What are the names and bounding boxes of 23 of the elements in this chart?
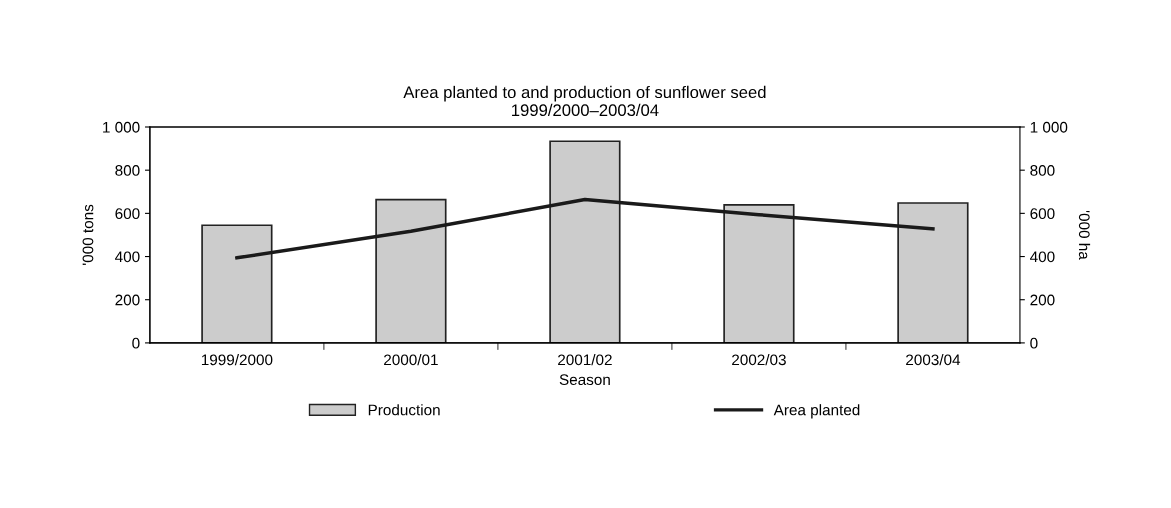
x-tick-label: 2003/04: [906, 354, 961, 366]
x-tick-label: 2002/03: [732, 354, 786, 366]
y-tick-label: 0: [132, 337, 140, 349]
y2-tick-label: 800: [1030, 165, 1055, 176]
x-tick-label: 1999/2000: [201, 354, 273, 366]
y-tick-label: 800: [115, 165, 140, 176]
y-tick-label: 600: [115, 208, 140, 220]
x-tick-label: 2000/01: [384, 354, 438, 366]
legend-label: Production: [368, 404, 440, 416]
y-axis-title: '000 tons: [82, 204, 94, 265]
x-axis-title: Season: [559, 374, 610, 386]
y-tick-label: 1 000: [103, 121, 140, 133]
y-tick-label: 400: [115, 251, 140, 263]
y2-tick-label: 0: [1030, 337, 1038, 349]
chart-title: Area planted to and production of sunflower seed 1999/2000–2003/04: [403, 85, 766, 117]
legend-label: Area planted: [773, 404, 860, 419]
y-tick-label: 200: [115, 294, 140, 306]
y2-tick-label: 1 000: [1030, 121, 1068, 133]
y2-axis-title: '000 ha: [1078, 210, 1091, 260]
y2-tick-label: 200: [1030, 294, 1055, 306]
y2-tick-label: 400: [1030, 251, 1055, 263]
y2-tick-label: 600: [1030, 208, 1055, 220]
x-tick-label: 2001/02: [558, 354, 612, 366]
